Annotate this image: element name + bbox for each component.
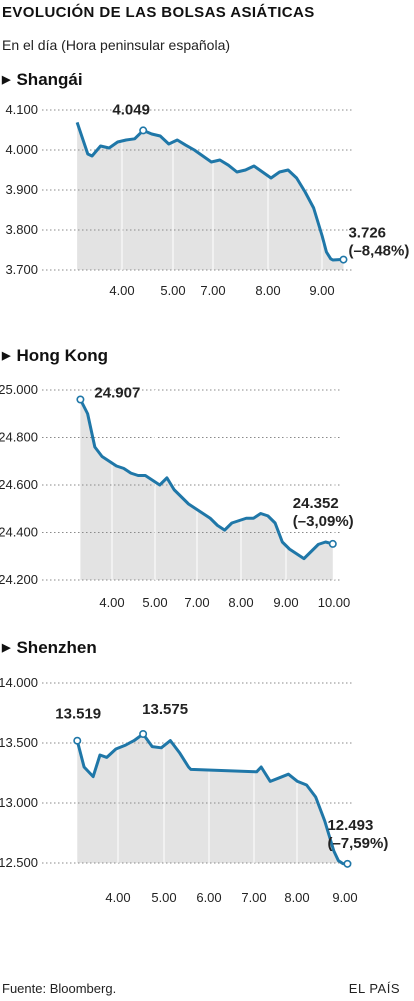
y-tick-label: 4.000 [5, 142, 38, 157]
x-tick-label: 9.00 [309, 283, 334, 298]
marker-open [76, 395, 85, 404]
y-tick-label: 3.700 [5, 262, 38, 277]
x-tick-label: 7.00 [200, 283, 225, 298]
x-tick-label: 4.00 [105, 890, 130, 905]
source-note: Fuente: Bloomberg. [2, 981, 117, 996]
shenzhen-title: Shenzhen [16, 638, 97, 657]
y-tick-label: 14.000 [0, 675, 38, 690]
hongkong-heading: ▶ Hong Kong [2, 346, 108, 366]
marker-close [328, 539, 337, 548]
series-line [75, 121, 344, 262]
area-fill [77, 122, 344, 271]
marker-open-a [73, 736, 82, 745]
value-label-close: (–8,48%) [348, 243, 409, 260]
value-label-close: (–3,09%) [293, 513, 354, 530]
triangle-icon: ▶ [2, 350, 11, 362]
series-line [75, 732, 348, 866]
y-tick-label: 13.000 [0, 795, 38, 810]
y-tick-label: 4.100 [5, 102, 38, 117]
hongkong-chart: 25.000 24.800 24.600 24.400 24.200 4.00 5.00 7.… [0, 382, 354, 610]
x-tick-label: 7.00 [241, 890, 266, 905]
y-tick-label: 24.800 [0, 430, 38, 445]
value-label-open: 24.907 [94, 385, 140, 402]
x-tick-label: 8.00 [255, 283, 280, 298]
value-label-close: (–7,59%) [327, 835, 388, 852]
marker-open [139, 126, 148, 135]
shenzhen-chart: 14.000 13.500 13.000 12.500 4.00 5.00 6.00 7.00… [0, 675, 388, 905]
series-line [79, 398, 334, 561]
triangle-icon: ▶ [2, 642, 11, 654]
y-tick-label: 3.900 [5, 182, 38, 197]
x-tick-label: 4.00 [109, 283, 134, 298]
y-tick-label: 25.000 [0, 382, 38, 397]
y-tick-label: 3.800 [5, 222, 38, 237]
value-label-close: 12.493 [327, 817, 373, 834]
y-tick-label: 24.200 [0, 572, 38, 587]
x-tick-label: 9.00 [332, 890, 357, 905]
x-tick-label: 8.00 [228, 595, 253, 610]
value-label-open-a: 13.519 [55, 706, 101, 723]
shenzhen-heading: ▶ Shenzhen [2, 638, 97, 658]
y-tick-label: 24.600 [0, 477, 38, 492]
shanghai-chart: 4.100 4.000 3.900 3.800 3.700 4.00 5.00 7.00 8.0… [5, 101, 409, 298]
x-tick-label: 4.00 [99, 595, 124, 610]
x-tick-label: 7.00 [184, 595, 209, 610]
chart-subtitle: En el día (Hora peninsular española) [2, 37, 231, 53]
value-label-close: 24.352 [293, 495, 339, 512]
value-label-open-b: 13.575 [142, 701, 188, 718]
shanghai-title: Shangái [16, 70, 83, 89]
x-tick-label: 6.00 [196, 890, 221, 905]
triangle-icon: ▶ [2, 74, 11, 86]
x-tick-label: 8.00 [284, 890, 309, 905]
marker-open-b [139, 730, 148, 739]
value-label-close: 3.726 [348, 225, 386, 242]
x-tick-label: 5.00 [151, 890, 176, 905]
x-tick-label: 9.00 [273, 595, 298, 610]
area-fill [80, 399, 333, 580]
y-tick-label: 12.500 [0, 855, 38, 870]
marker-close [343, 859, 352, 868]
value-label-open: 4.049 [112, 101, 150, 118]
y-tick-label: 24.400 [0, 525, 38, 540]
x-tick-label: 5.00 [160, 283, 185, 298]
marker-close [339, 255, 348, 264]
brand-logo: EL PAÍS [348, 981, 400, 996]
hongkong-title: Hong Kong [16, 346, 109, 365]
area-fill [77, 734, 348, 864]
chart-title: EVOLUCIÓN DE LAS BOLSAS ASIÁTICAS [2, 4, 315, 21]
x-tick-label: 5.00 [142, 595, 167, 610]
shanghai-heading: ▶ Shangái [2, 70, 83, 90]
x-tick-label: 10.00 [318, 595, 351, 610]
y-tick-label: 13.500 [0, 735, 38, 750]
